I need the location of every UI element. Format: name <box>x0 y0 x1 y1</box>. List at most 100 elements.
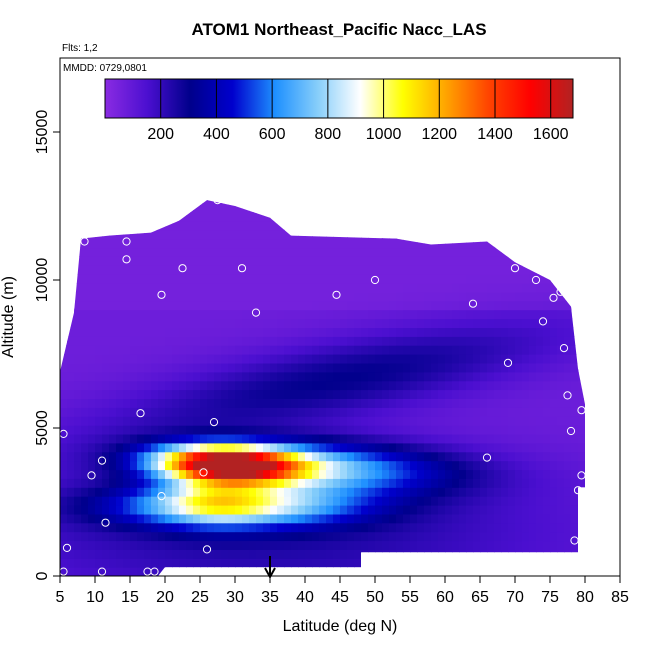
heatmap-cell <box>81 211 89 222</box>
heatmap-cell <box>375 505 383 515</box>
heatmap-cell <box>305 318 313 328</box>
heatmap-cell <box>221 371 229 382</box>
heatmap-cell <box>550 487 558 497</box>
heatmap-cell <box>431 362 439 373</box>
heatmap-cell <box>550 469 558 479</box>
heatmap-cell <box>487 274 495 284</box>
heatmap-cell <box>536 531 544 542</box>
heatmap-cell <box>312 336 320 346</box>
heatmap-cell <box>102 309 110 320</box>
heatmap-cell <box>137 522 145 533</box>
heatmap-cell <box>326 354 334 364</box>
heatmap-cell <box>305 460 313 471</box>
heatmap-cell <box>123 220 131 231</box>
heatmap-cell <box>452 291 460 302</box>
heatmap-cell <box>536 478 544 488</box>
heatmap-cell <box>515 451 523 462</box>
heatmap-cell <box>487 211 495 222</box>
heatmap-cell <box>410 425 418 435</box>
heatmap-cell <box>277 522 285 533</box>
heatmap-cell <box>445 200 453 204</box>
heatmap-cell <box>130 442 138 453</box>
heatmap-cell <box>249 336 257 346</box>
heatmap-cell <box>256 398 264 408</box>
heatmap-cell <box>130 238 138 249</box>
heatmap-cell <box>151 451 159 462</box>
sample-point <box>573 486 583 495</box>
heatmap-cell <box>221 362 229 373</box>
heatmap-cell <box>137 451 145 462</box>
heatmap-cell <box>298 354 306 364</box>
heatmap-cell <box>102 487 110 497</box>
heatmap-cell <box>445 256 453 266</box>
heatmap-cell <box>557 540 565 550</box>
heatmap-cell <box>242 300 250 311</box>
heatmap-cell <box>417 203 425 213</box>
heatmap-cell <box>144 460 152 471</box>
heatmap-cell <box>305 200 313 204</box>
heatmap-cell <box>193 522 201 533</box>
heatmap-cell <box>249 425 257 435</box>
heatmap-cell <box>81 238 89 249</box>
heatmap-cell <box>151 460 159 471</box>
heatmap-cell <box>179 256 187 266</box>
heatmap-cell <box>123 229 131 240</box>
heatmap-cell <box>221 336 229 346</box>
heatmap-cell <box>326 291 334 302</box>
heatmap-cell <box>109 513 117 524</box>
heatmap-cell <box>361 300 369 311</box>
heatmap-cell <box>95 229 103 240</box>
heatmap-cell <box>319 398 327 408</box>
heatmap-cell <box>88 531 96 542</box>
heatmap-cell <box>67 398 75 408</box>
heatmap-cell <box>214 247 222 257</box>
heatmap-cell <box>200 522 208 533</box>
heatmap-cell <box>340 505 348 515</box>
heatmap-cell <box>172 291 180 302</box>
heatmap-cell <box>550 291 558 302</box>
heatmap-cell <box>368 318 376 328</box>
heatmap-cell <box>102 398 110 408</box>
heatmap-cell <box>389 203 397 213</box>
heatmap-cell <box>529 380 537 391</box>
heatmap-cell <box>144 505 152 515</box>
heatmap-cell <box>550 451 558 462</box>
heatmap-cell <box>305 247 313 257</box>
heatmap-cell <box>60 416 68 426</box>
heatmap-cell <box>529 300 537 311</box>
heatmap-cell <box>193 451 201 462</box>
heatmap-cell <box>291 478 299 488</box>
heatmap-cell <box>536 522 544 533</box>
heatmap-cell <box>214 220 222 231</box>
heatmap-cell <box>543 531 551 542</box>
heatmap-cell <box>508 407 516 417</box>
heatmap-cell <box>494 531 502 542</box>
heatmap-cell <box>550 398 558 408</box>
heatmap-cell <box>585 416 593 426</box>
heatmap-cell <box>60 496 68 506</box>
heatmap-cell <box>424 407 432 417</box>
heatmap-cell <box>298 238 306 249</box>
heatmap-cell <box>291 433 299 444</box>
heatmap-cell <box>578 229 585 240</box>
heatmap-cell <box>263 380 271 391</box>
heatmap-cell <box>291 345 299 355</box>
heatmap-cell <box>305 220 313 231</box>
heatmap-cell <box>396 371 404 382</box>
heatmap-cell <box>466 362 474 373</box>
heatmap-cell <box>284 407 292 417</box>
heatmap-cell <box>578 327 585 337</box>
heatmap-cell <box>382 513 390 524</box>
heatmap-cell <box>480 200 488 204</box>
heatmap-cell <box>529 496 537 506</box>
heatmap-cell <box>291 362 299 373</box>
heatmap-cell <box>361 478 369 488</box>
heatmap-cell <box>557 416 565 426</box>
heatmap-cell <box>333 300 341 311</box>
heatmap-cell <box>319 407 327 417</box>
heatmap-cell <box>74 256 82 266</box>
heatmap-cell <box>417 291 425 302</box>
heatmap-cell <box>508 318 516 328</box>
heatmap-cell <box>508 540 516 550</box>
heatmap-cell <box>109 389 117 399</box>
